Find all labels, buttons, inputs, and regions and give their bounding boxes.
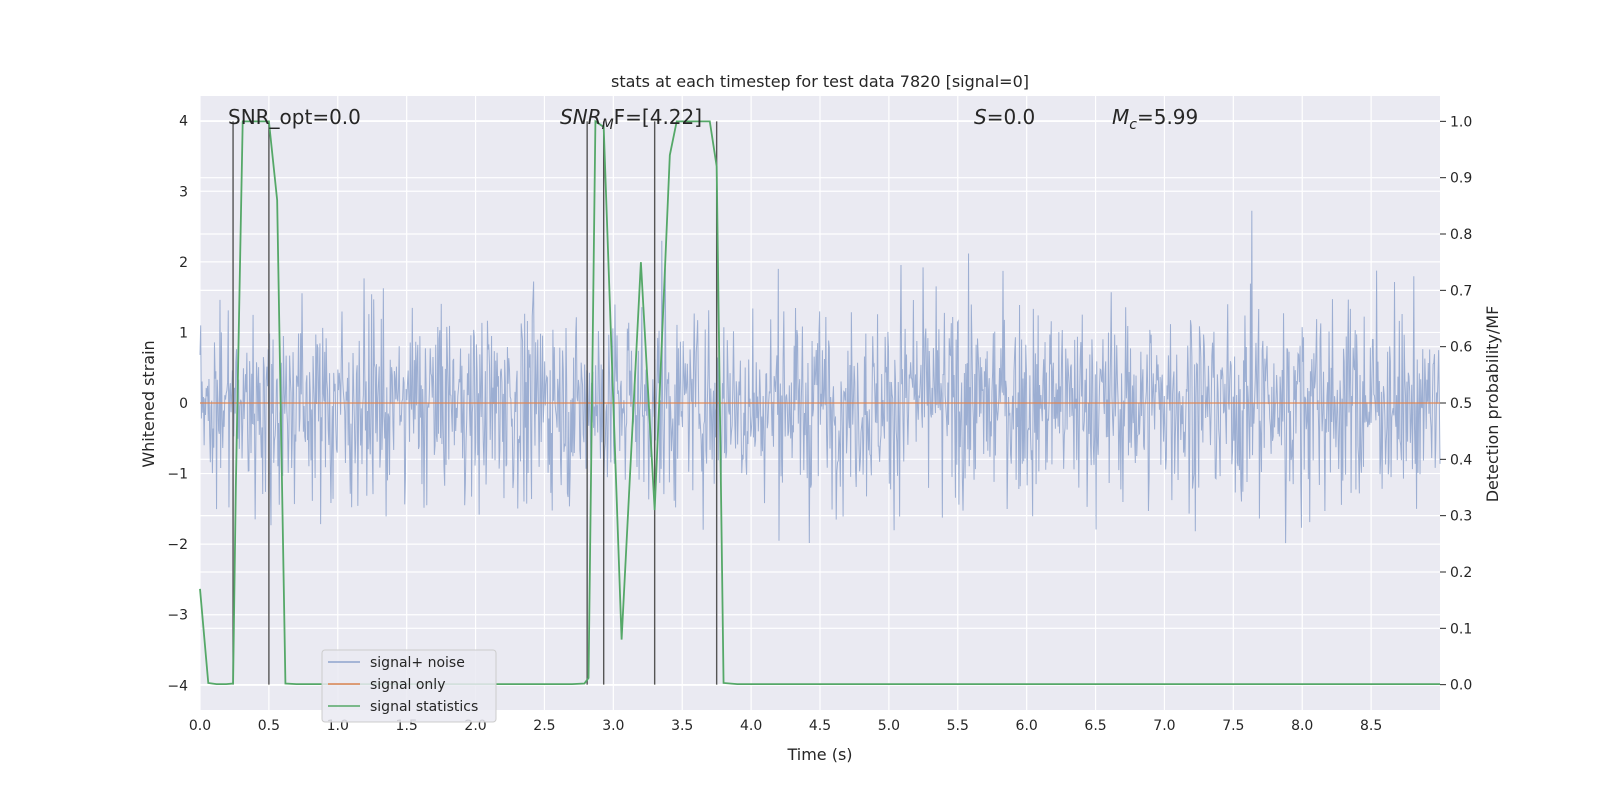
y-axis-label-right: Detection probability/MF	[1483, 306, 1502, 503]
annotation-mc-subscript: c	[1129, 117, 1137, 133]
x-tick-label: 8.5	[1360, 718, 1382, 734]
y-tick-label-left: −4	[167, 678, 188, 694]
y-tick-label-right: 1.0	[1450, 114, 1472, 130]
y-tick-label-left: 0	[179, 396, 188, 412]
y-tick-label-right: 0.8	[1450, 227, 1472, 243]
annotation-s-value: =0.0	[987, 105, 1036, 129]
y-axis-label-left: Whitened strain	[139, 340, 158, 467]
annotation-s-symbol: S	[974, 105, 987, 129]
annotation-snr-mf-symbol: SNR	[560, 105, 602, 129]
x-tick-label: 5.0	[878, 718, 900, 734]
legend-box	[321, 649, 497, 723]
y-tick-label-left: −2	[167, 537, 188, 553]
y-tick-label-right: 0.9	[1450, 171, 1472, 187]
y-ticks-left: 4 3 2 1 0 −1 −2 −3 −4	[167, 114, 188, 695]
x-axis-label: Time (s)	[786, 745, 852, 764]
y-tick-label-right: 0.4	[1450, 452, 1472, 468]
x-tick-label: 6.0	[1016, 718, 1038, 734]
annotation-snr-mf: SNRMF=[4.22]	[560, 105, 702, 133]
y-tick-label-right: 0.2	[1450, 565, 1472, 581]
y-tick-label-left: −3	[167, 608, 188, 624]
vertical-markers	[232, 121, 718, 685]
y-tick-label-right: 0.7	[1450, 283, 1472, 299]
x-tick-label: 3.0	[602, 718, 624, 734]
annotation-mc: Mc=5.99	[1112, 105, 1198, 133]
annotation-snr-mf-subscript: M	[602, 117, 614, 133]
y-tick-label-left: −1	[167, 467, 188, 483]
legend-label-signal-only: signal only	[370, 677, 445, 693]
y-tick-label-left: 1	[179, 325, 188, 341]
x-tick-label: 4.5	[809, 718, 831, 734]
y-ticks-right: 1.0 0.9 0.8 0.7 0.6 0.5 0.4 0.3 0.2 0.1 0.0	[1440, 114, 1472, 694]
annotation-snr-opt: SNR_opt=0.0	[228, 105, 361, 129]
x-tick-label: 2.5	[533, 718, 555, 734]
y-tick-label-right: 0.6	[1450, 340, 1472, 356]
x-tick-label: 7.0	[1153, 718, 1175, 734]
legend: signal+ noise signal only signal statist…	[321, 649, 497, 723]
y-tick-label-left: 4	[179, 114, 188, 130]
x-tick-label: 0.0	[189, 718, 211, 734]
signal-plus-noise-series	[199, 210, 1441, 544]
x-tick-label: 8.0	[1291, 718, 1313, 734]
x-tick-label: 3.5	[671, 718, 693, 734]
legend-label-signal-statistics: signal statistics	[370, 699, 478, 715]
x-tick-label: 7.5	[1222, 718, 1244, 734]
x-tick-label: 6.5	[1084, 718, 1106, 734]
annotation-mc-symbol: M	[1112, 105, 1129, 129]
y-tick-label-left: 3	[179, 184, 188, 200]
y-tick-label-left: 2	[179, 255, 188, 271]
y-tick-label-right: 0.3	[1450, 509, 1472, 525]
chart-title: stats at each timestep for test data 782…	[611, 72, 1029, 91]
series-line-signal-statistics	[199, 119, 1440, 685]
annotation-s: S=0.0	[974, 105, 1035, 129]
series-line-signal-plus-noise	[199, 210, 1441, 544]
x-tick-label: 0.5	[258, 718, 280, 734]
legend-label-noise: signal+ noise	[370, 655, 465, 671]
y-tick-label-right: 0.5	[1450, 396, 1472, 412]
x-tick-label: 4.0	[740, 718, 762, 734]
annotation-snr-mf-value: F=[4.22]	[614, 105, 702, 129]
y-tick-label-right: 0.1	[1450, 621, 1472, 637]
x-tick-label: 5.5	[947, 718, 969, 734]
y-tick-label-right: 0.0	[1450, 678, 1472, 694]
signal-statistics-series	[199, 119, 1440, 685]
annotation-mc-value: =5.99	[1137, 105, 1198, 129]
